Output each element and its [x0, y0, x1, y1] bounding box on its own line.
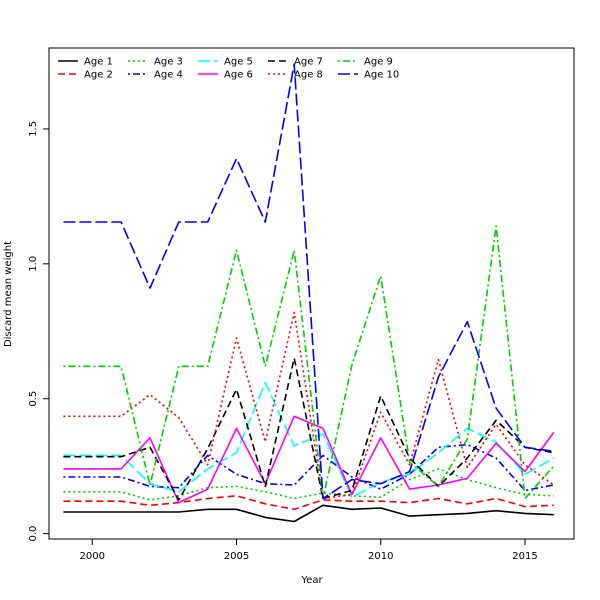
series-layer [63, 63, 555, 523]
y-tick-label-1: 0.5 [28, 391, 39, 407]
series-line-age-9 [63, 225, 555, 500]
y-tick-label-2: 1.0 [28, 256, 39, 272]
legend: Age 1 Age 2 Age 3 Age 4 Age 5 Age 6 Age 7 Age 8… [58, 57, 399, 81]
x-tick-label-2010: 2010 [368, 551, 393, 562]
series-line-age-1 [63, 504, 554, 523]
x-axis: 2000 2005 2010 2015 [80, 539, 538, 562]
series-line-age-5 [63, 381, 555, 499]
x-tick-label-2000: 2000 [80, 551, 105, 562]
y-axis-label: Discard mean weight [3, 241, 14, 347]
legend-label-age-4: Age 4 [154, 70, 183, 81]
series-line-age-8 [63, 311, 555, 500]
legend-label-age-1: Age 1 [84, 57, 113, 68]
legend-label-age-8: Age 8 [294, 70, 323, 81]
y-tick-label-3: 1.5 [28, 121, 39, 137]
x-tick-label-2015: 2015 [512, 551, 537, 562]
legend-label-age-3: Age 3 [154, 57, 183, 68]
y-tick-label-0: 0.0 [28, 526, 39, 542]
series-line-age-6 [63, 415, 555, 504]
x-axis-label: Year [300, 575, 323, 586]
x-tick-label-2005: 2005 [224, 551, 249, 562]
legend-label-age-6: Age 6 [224, 70, 253, 81]
plot-frame [48, 47, 575, 540]
legend-label-age-10: Age 10 [364, 70, 399, 81]
legend-label-age-9: Age 9 [364, 57, 393, 68]
legend-label-age-7: Age 7 [294, 57, 323, 68]
series-line-age-4 [63, 443, 554, 492]
legend-label-age-5: Age 5 [224, 57, 253, 68]
series-line-age-10 [63, 63, 554, 500]
y-axis: 0.0 0.5 1.0 1.5 [28, 121, 49, 542]
series-line-age-2 [63, 494, 554, 511]
series-line-age-7 [63, 357, 554, 501]
legend-label-age-2: Age 2 [84, 70, 113, 81]
